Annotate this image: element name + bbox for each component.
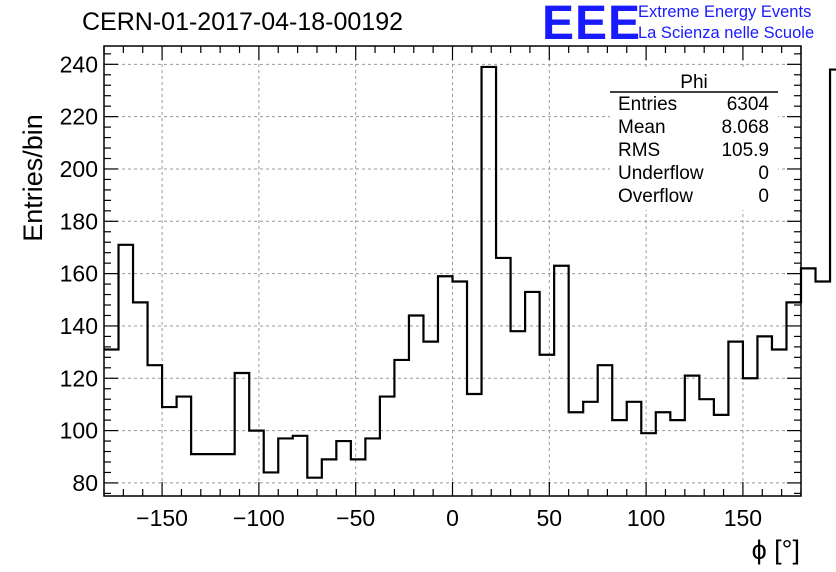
x-tick-label: 0 — [446, 505, 459, 531]
stats-label: RMS — [618, 140, 660, 161]
stats-value: 105.9 — [721, 140, 769, 161]
tick-labels: −150 −100 −50 0 50 100 150 80 100 120 140 160 180 200… — [60, 51, 762, 531]
y-axis-title: Entries/bin — [18, 114, 48, 242]
eee-logo: EEE — [542, 0, 642, 50]
axis-ticks — [103, 46, 802, 496]
stats-label: Entries — [618, 94, 677, 115]
stats-label: Overflow — [618, 186, 693, 207]
logo-subtitle-line-2: La Scienza nelle Scuole — [638, 24, 815, 42]
y-tick-label: 100 — [60, 418, 98, 444]
histogram-series — [104, 65, 836, 479]
x-axis-title: ϕ [°] — [752, 535, 800, 565]
x-tick-label: −150 — [136, 505, 188, 531]
x-tick-label: −100 — [233, 505, 285, 531]
stats-value: 6304 — [727, 94, 770, 115]
x-tick-label: −50 — [336, 505, 375, 531]
grid-lines — [104, 46, 801, 496]
y-tick-label: 120 — [60, 365, 98, 391]
stats-box-title: Phi — [680, 72, 707, 93]
y-tick-label: 240 — [60, 51, 98, 77]
stats-value: 0 — [758, 163, 769, 184]
y-tick-label: 220 — [60, 104, 98, 130]
y-tick-label: 80 — [72, 470, 98, 496]
page-title: CERN-01-2017-04-18-00192 — [82, 8, 404, 36]
stats-value: 0 — [758, 186, 769, 207]
stats-label: Underflow — [618, 163, 704, 184]
y-tick-label: 160 — [60, 261, 98, 287]
y-tick-label: 140 — [60, 313, 98, 339]
x-tick-label: 150 — [724, 505, 762, 531]
stats-value: 8.068 — [721, 117, 769, 138]
logo-subtitle-line-1: Extreme Energy Events — [638, 3, 812, 21]
x-tick-label: 50 — [537, 505, 563, 531]
y-tick-label: 180 — [60, 208, 98, 234]
x-tick-label: 100 — [627, 505, 665, 531]
stats-box: Phi Entries 6304 Mean 8.068 RMS 105.9 Underflo… — [610, 70, 778, 210]
y-tick-label: 200 — [60, 156, 98, 182]
stats-label: Mean — [618, 117, 666, 138]
